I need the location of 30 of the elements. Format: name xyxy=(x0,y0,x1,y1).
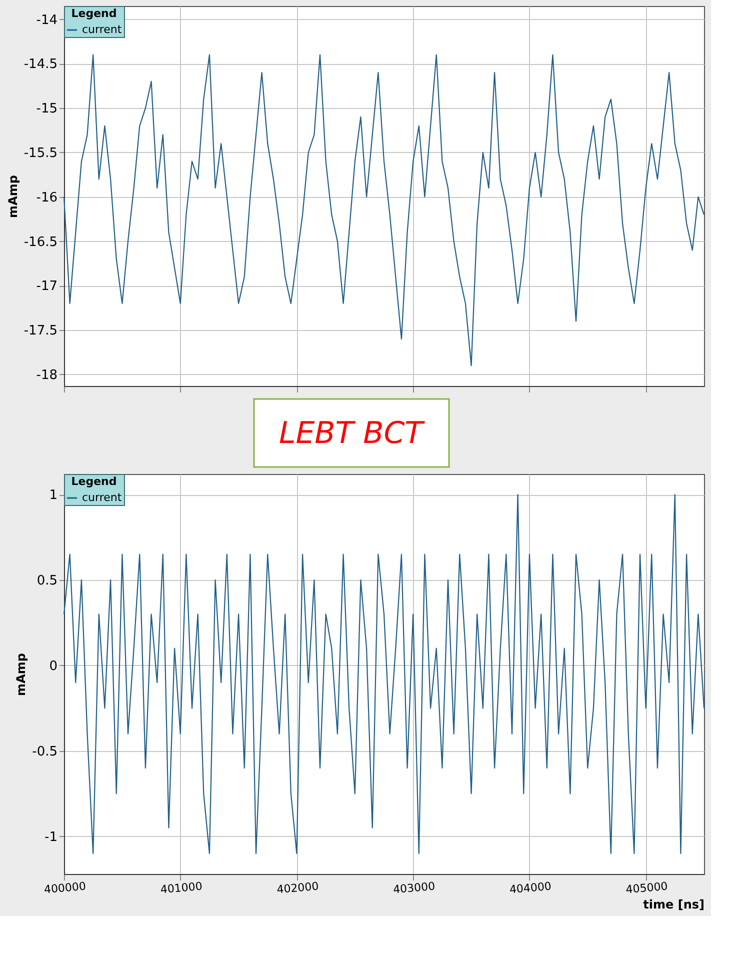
legend-title: Legend xyxy=(71,7,117,20)
x-tick-label: 401000 xyxy=(160,880,203,896)
y-tick-label: -15 xyxy=(36,102,58,117)
y-tick-label: -15.5 xyxy=(24,146,58,161)
y-axis-title: mAmp xyxy=(6,174,20,218)
x-tick-label: 404000 xyxy=(508,880,552,896)
y-tick-label: -14.5 xyxy=(24,57,58,72)
y-tick-label: -16 xyxy=(36,190,58,206)
y-tick-label: 0.5 xyxy=(36,573,58,588)
x-tick-label: 400000 xyxy=(43,880,86,896)
line-series xyxy=(63,54,705,366)
y-tick-label: -1 xyxy=(44,830,58,845)
y-tick-label: 1 xyxy=(49,488,58,504)
y-tick-label: -18 xyxy=(36,368,58,383)
y-tick-label: -0.5 xyxy=(32,744,58,760)
legend-label: current xyxy=(82,491,122,504)
y-axis-title: mAmp xyxy=(14,652,28,696)
y-tick-label: -17 xyxy=(36,279,58,294)
text: LEBT BCT xyxy=(279,416,426,451)
x-tick-label: 403000 xyxy=(392,880,436,896)
y-tick-label: -14 xyxy=(36,12,58,28)
x-tick-label: 405000 xyxy=(625,880,668,896)
legend-label: current xyxy=(82,23,122,36)
line-series xyxy=(63,494,705,854)
y-tick-label: -16.5 xyxy=(24,234,58,250)
y-tick-label: -17.5 xyxy=(24,324,58,339)
x-tick-label: 402000 xyxy=(276,880,320,896)
x-axis-title: time [ns] xyxy=(643,897,704,912)
legend-title: Legend xyxy=(71,475,117,488)
y-tick-label: 0 xyxy=(49,658,58,674)
